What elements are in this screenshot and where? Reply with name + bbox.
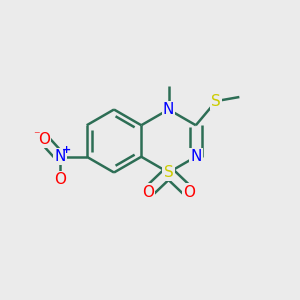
Text: O: O: [142, 184, 154, 200]
Text: N: N: [163, 102, 174, 117]
Text: O: O: [183, 184, 195, 200]
Text: +: +: [62, 145, 71, 155]
Text: O: O: [54, 172, 66, 187]
Text: O: O: [38, 132, 50, 147]
Text: ⁻: ⁻: [33, 129, 40, 142]
Text: N: N: [54, 149, 66, 164]
Text: N: N: [190, 149, 202, 164]
Text: S: S: [164, 165, 173, 180]
Text: S: S: [211, 94, 221, 109]
